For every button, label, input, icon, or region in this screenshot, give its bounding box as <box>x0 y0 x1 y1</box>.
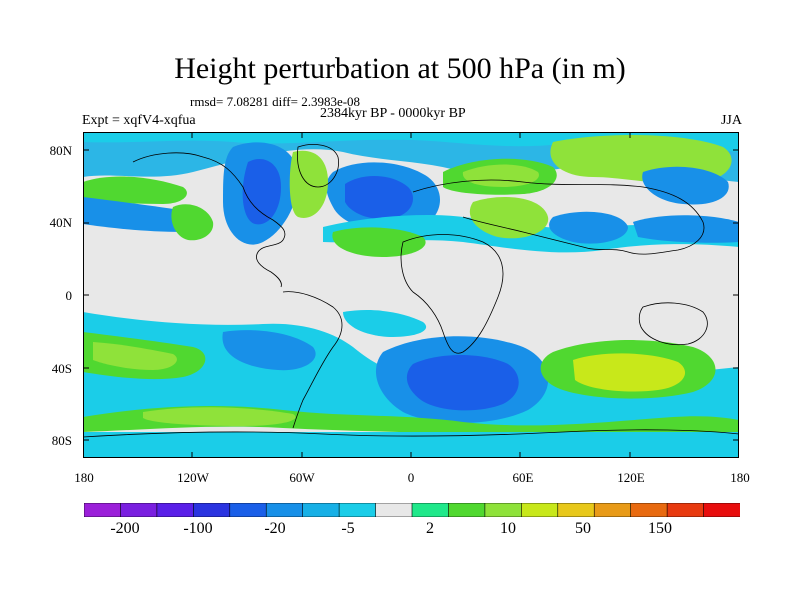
coastline-south-america <box>282 291 343 429</box>
colorbar-swatch <box>484 503 523 517</box>
lat-label-80s: 80S <box>51 433 72 448</box>
region-south-pacific-core <box>93 342 177 370</box>
axis-ticks <box>83 132 739 458</box>
colorbar-swatch <box>593 503 632 517</box>
colorbar-swatch <box>193 503 231 517</box>
region-atlantic-subtropical-high <box>332 227 426 257</box>
region-southeast-pacific-low <box>222 330 316 371</box>
stats-label: rmsd= 7.08281 diff= 2.3983e-08 <box>190 94 361 109</box>
region-india-low <box>549 211 628 244</box>
lat-label-40n: 40N <box>49 215 72 230</box>
region-north-atlantic-core <box>345 176 413 220</box>
period-label: 2384kyr BP - 0000kyr BP <box>320 106 466 121</box>
region-northwest-pacific-low <box>642 166 729 205</box>
region-canada-core <box>242 159 281 225</box>
coastline-australia <box>638 302 708 346</box>
lat-label-0: 0 <box>65 288 73 303</box>
lat-label-40s: 40S <box>51 361 72 376</box>
colorbar-label: 150 <box>648 520 672 537</box>
region-west-pacific-low <box>633 215 739 243</box>
lon-label-60e: 60E <box>512 470 534 485</box>
lon-label-60w: 60W <box>289 470 315 485</box>
colorbar-swatch <box>375 503 413 517</box>
lon-label-180e: 180 <box>730 470 750 485</box>
coastlines <box>83 144 739 438</box>
colorbar-label: 10 <box>500 520 516 537</box>
chart-title: Height perturbation at 500 hPa (in m) <box>174 52 626 85</box>
contour-map <box>83 132 739 458</box>
season-label: JJA <box>720 113 742 128</box>
coastline-africa <box>400 234 504 354</box>
region-south-atlantic-light <box>343 310 427 337</box>
region-light-arctic <box>83 132 739 152</box>
region-east-pacific-high <box>171 204 214 241</box>
colorbar-swatch <box>229 503 268 517</box>
coastline-greenland <box>297 144 339 188</box>
colorbar-label: 2 <box>426 520 434 537</box>
colorbar-label: -20 <box>264 520 286 537</box>
lat-label-80n: 80N <box>49 143 72 158</box>
colorbar-swatch <box>156 503 195 517</box>
colorbar-label: -5 <box>341 520 355 537</box>
colorbar-swatch <box>84 503 122 517</box>
colorbar-swatch <box>338 503 377 517</box>
colorbar-swatch <box>521 503 559 517</box>
region-indian-ocean-core <box>573 353 686 392</box>
colorbar-swatch <box>302 503 340 517</box>
colorbar-swatch <box>557 503 596 517</box>
colorbar-label: -100 <box>183 520 213 537</box>
region-antarctic-core <box>143 407 296 426</box>
colorbar-swatch <box>630 503 668 517</box>
colorbar <box>84 503 740 517</box>
lon-label-120e: 120E <box>617 470 645 485</box>
colorbar-label: 50 <box>575 520 591 537</box>
colorbar-swatch <box>120 503 158 517</box>
region-north-pacific-high <box>83 176 187 204</box>
colorbar-label: -200 <box>110 520 140 537</box>
colorbar-swatch <box>411 503 450 517</box>
coastline-eurasia <box>412 179 705 255</box>
lon-label-0: 0 <box>407 470 415 485</box>
colorbar-swatch <box>265 503 304 517</box>
colorbar-swatch <box>666 503 705 517</box>
coastline-north-america <box>132 152 286 288</box>
region-antarctic-edge <box>83 432 739 458</box>
experiment-label: Expt = xqfV4-xqfua <box>82 113 196 128</box>
colorbar-swatch <box>703 503 740 517</box>
lon-label-120w: 120W <box>177 470 209 485</box>
colorbar-swatch <box>448 503 486 517</box>
region-north-africa-high <box>469 197 549 239</box>
coastline-antarctica <box>83 429 739 438</box>
lon-label-180w: 180 <box>74 470 94 485</box>
region-south-atlantic-core <box>406 355 519 411</box>
